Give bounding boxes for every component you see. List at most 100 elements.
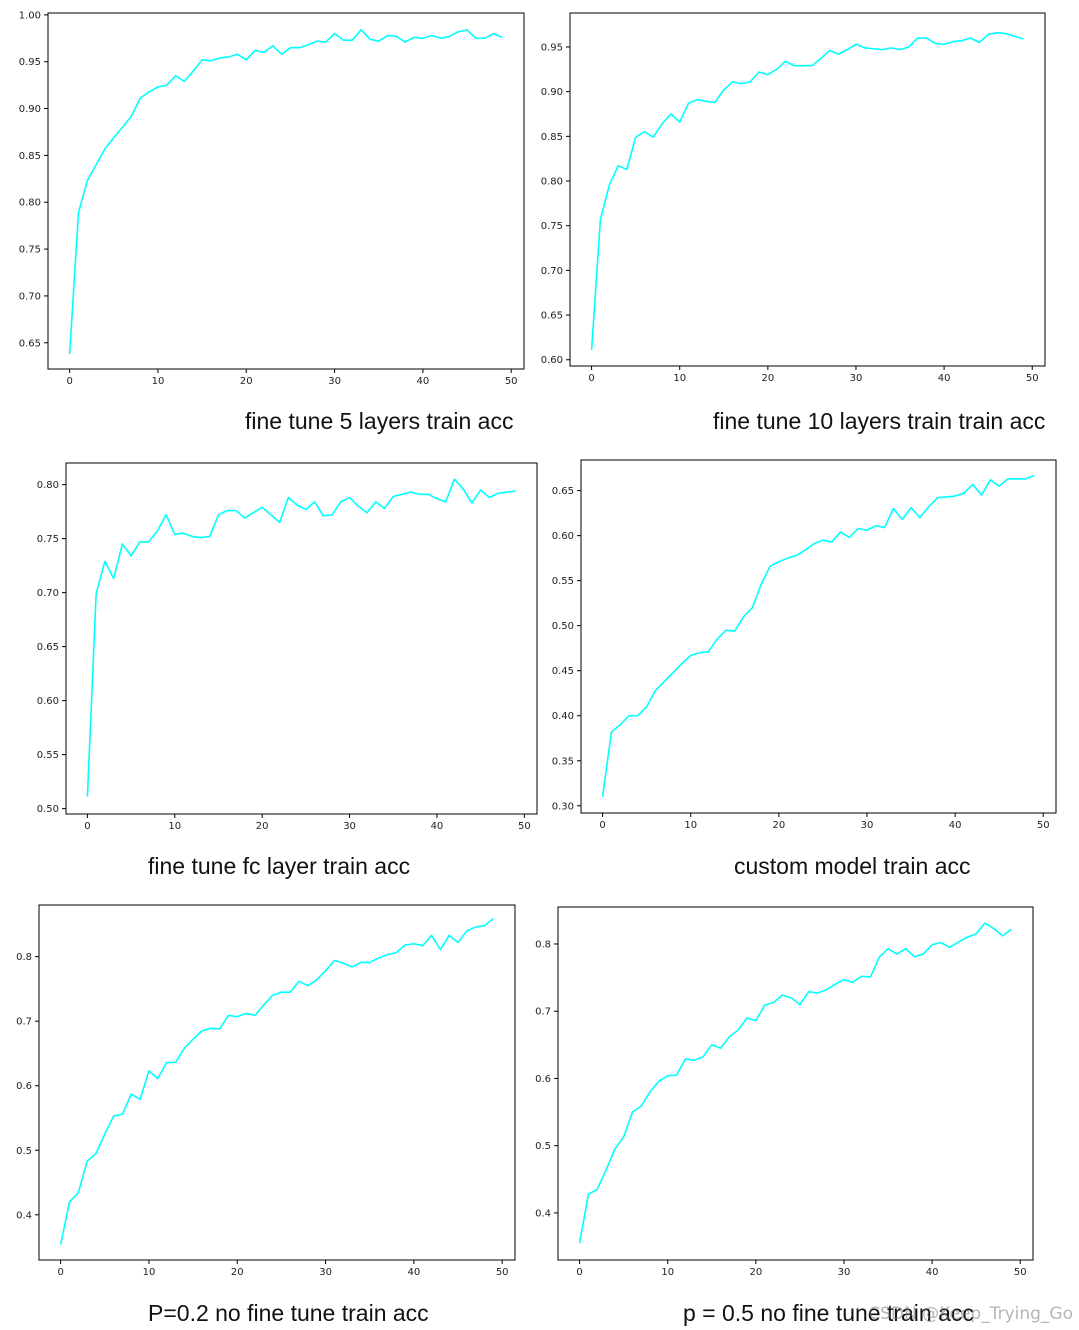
y-tick-label: 0.6 [535,1074,551,1085]
x-tick-label: 20 [749,1267,762,1278]
y-tick-label: 0.4 [535,1208,551,1219]
y-tick-label: 0.5 [16,1146,32,1157]
y-tick-label: 0.45 [552,666,574,677]
x-tick-label: 0 [576,1267,582,1278]
chart-svg: 0 10 20 30 40 50 0.65 0.70 0.75 0.80 0.85 0.90 0.95 1… [19,10,525,387]
y-tick-label: 0.75 [541,221,563,232]
plot-frame [557,906,1034,1261]
x-tick-label: 50 [505,376,518,387]
y-tick-label: 0.70 [37,588,59,599]
series-line [601,474,1035,797]
chart-caption: p = 0.5 no fine tune train acc [683,1300,974,1326]
y-tick-label: 0.60 [552,531,574,542]
x-tick-label: 30 [328,376,341,387]
series-line [59,917,494,1245]
y-tick-label: 0.30 [552,801,574,812]
y-tick-label: 0.7 [16,1017,32,1028]
plot-frame [65,462,538,815]
x-tick-label: 30 [838,1267,851,1278]
x-tick-label: 20 [231,1267,244,1278]
chart-caption: fine tune 5 layers train acc [245,408,514,434]
x-tick-label: 10 [673,373,686,384]
chart-caption: P=0.2 no fine tune train acc [148,1300,429,1326]
x-tick-label: 30 [861,820,874,831]
series-line [68,29,503,355]
chart-svg: 0 10 20 30 40 50 0.50 0.55 0.60 0.65 0.70 0.75 0.80 [37,462,538,832]
y-tick-label: 0.55 [37,750,59,761]
chart-svg: 0 10 20 30 40 50 0.4 0.5 0.6 0.7 0.8 [16,904,516,1278]
y-tick-label: 0.70 [19,291,41,302]
plot-frame [580,459,1057,814]
y-tick-label: 0.5 [535,1141,551,1152]
x-tick-label: 40 [938,373,951,384]
x-tick-label: 50 [496,1267,509,1278]
y-tick-label: 1.00 [19,10,41,21]
x-tick-label: 10 [661,1267,674,1278]
chart-caption: fine tune fc layer train acc [148,853,411,879]
x-tick-label: 30 [850,373,863,384]
series-line [590,31,1024,350]
x-tick-label: 20 [772,820,785,831]
y-tick-label: 0.85 [541,132,563,143]
y-tick-label: 0.80 [19,198,41,209]
y-tick-label: 0.80 [37,480,59,491]
y-tick-label: 0.50 [552,621,574,632]
y-tick-label: 0.65 [541,311,563,322]
series-line [578,922,1012,1244]
x-tick-label: 10 [168,821,181,832]
y-tick-label: 0.4 [16,1210,32,1221]
watermark-text: CSDN @Keep_Trying_Go [868,1304,1073,1324]
y-tick-label: 0.8 [16,952,32,963]
y-tick-label: 0.95 [541,42,563,53]
plot-frame [38,904,516,1261]
y-tick-label: 0.65 [19,338,41,349]
x-tick-label: 0 [599,820,605,831]
y-tick-label: 0.75 [19,245,41,256]
x-tick-label: 10 [143,1267,156,1278]
chart-panel-fine-tune-5-layers: 0 10 20 30 40 50 0.65 0.70 0.75 0.80 0.85 0.90 0.95 1… [0,0,540,445]
chart-svg: 0 10 20 30 40 50 0.30 0.35 0.40 0.45 0.50 0.55 0.60 0… [552,459,1057,831]
x-tick-label: 50 [1014,1267,1027,1278]
chart-caption: custom model train acc [734,853,971,879]
chart-caption: fine tune 10 layers train train acc [713,408,1046,434]
chart-panel-p02-no-fine-tune: 0 10 20 30 40 50 0.4 0.5 0.6 0.7 0.8 P=0.2 no fine… [0,895,540,1330]
chart-svg: 0 10 20 30 40 50 0.60 0.65 0.70 0.75 0.80 0.85 0.90 0… [541,12,1046,384]
x-tick-label: 40 [431,821,444,832]
y-tick-label: 0.60 [37,696,59,707]
x-tick-label: 40 [926,1267,939,1278]
x-tick-label: 30 [319,1267,332,1278]
x-tick-label: 0 [66,376,72,387]
x-tick-label: 50 [1037,820,1050,831]
plot-frame [569,12,1046,367]
x-tick-label: 40 [417,376,430,387]
y-tick-label: 0.65 [37,642,59,653]
y-tick-label: 0.7 [535,1007,551,1018]
x-tick-label: 20 [256,821,269,832]
y-tick-label: 0.90 [19,104,41,115]
y-tick-label: 0.60 [541,355,563,366]
series-line [86,478,516,797]
chart-panel-fine-tune-10-layers: 0 10 20 30 40 50 0.60 0.65 0.70 0.75 0.80 0.85 0.90 0… [540,0,1079,445]
x-tick-label: 10 [152,376,165,387]
plot-frame [47,12,525,370]
x-tick-label: 50 [518,821,531,832]
x-tick-label: 50 [1026,373,1039,384]
y-tick-label: 0.6 [16,1081,32,1092]
x-tick-label: 0 [57,1267,63,1278]
chart-panel-custom-model: 0 10 20 30 40 50 0.30 0.35 0.40 0.45 0.50 0.55 0.60 0… [540,450,1079,890]
x-tick-label: 40 [408,1267,421,1278]
x-tick-label: 0 [84,821,90,832]
x-tick-label: 10 [684,820,697,831]
x-tick-label: 30 [343,821,356,832]
y-tick-label: 0.80 [541,177,563,188]
x-tick-label: 40 [949,820,962,831]
y-tick-label: 0.95 [19,57,41,68]
chart-panel-fine-tune-fc-layer: 0 10 20 30 40 50 0.50 0.55 0.60 0.65 0.70 0.75 0.80 … [0,450,540,890]
y-tick-label: 0.90 [541,87,563,98]
chart-svg: 0 10 20 30 40 50 0.4 0.5 0.6 0.7 0.8 [535,906,1034,1278]
y-tick-label: 0.8 [535,939,551,950]
y-tick-label: 0.75 [37,534,59,545]
x-tick-label: 0 [588,373,594,384]
y-tick-label: 0.85 [19,151,41,162]
y-tick-label: 0.70 [541,266,563,277]
